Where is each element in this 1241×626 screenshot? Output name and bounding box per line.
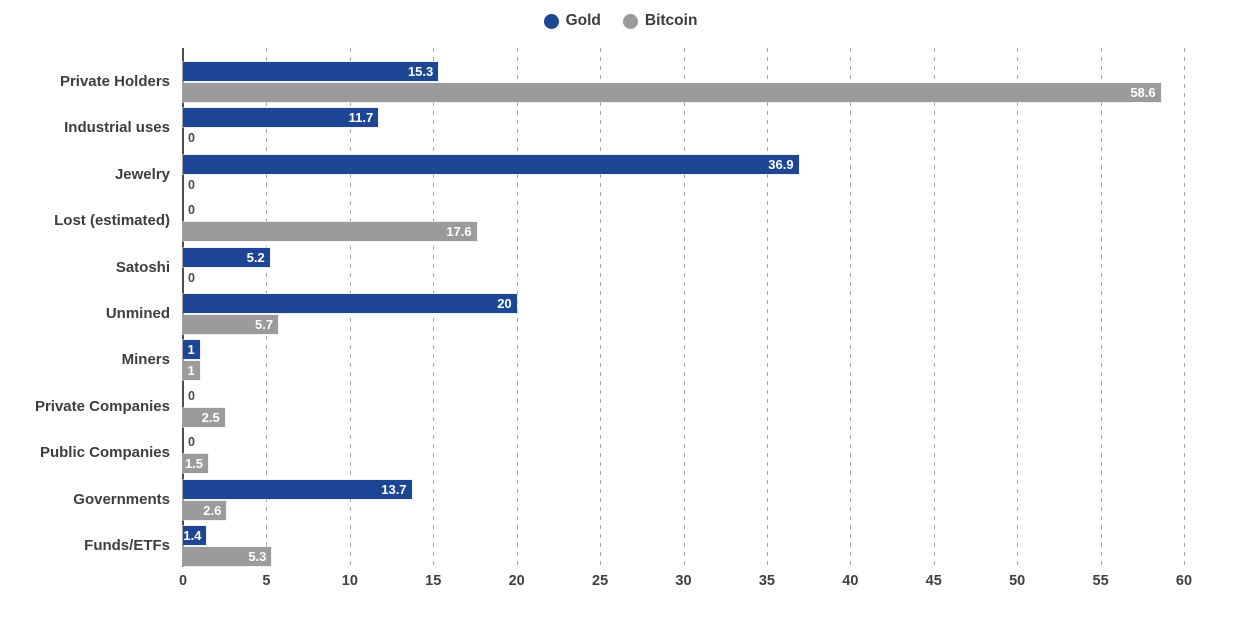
category-label: Jewelry bbox=[114, 165, 170, 183]
legend-item-bitcoin: Bitcoin bbox=[622, 12, 698, 30]
x-axis-tick-label: 45 bbox=[925, 573, 942, 589]
bar-value-label: 5.3 bbox=[248, 549, 267, 564]
bar-value-label: 1.4 bbox=[183, 528, 202, 543]
legend-item-gold: Gold bbox=[543, 12, 601, 30]
gridline bbox=[1100, 48, 1102, 567]
x-axis-tick-label: 5 bbox=[262, 573, 271, 589]
category-label: Private Companies bbox=[34, 397, 170, 415]
gridline bbox=[933, 48, 935, 567]
zero-value-label: 0 bbox=[188, 270, 195, 285]
bitcoin-bar: 1.5 bbox=[183, 454, 209, 474]
category-label: Satoshi bbox=[115, 258, 170, 276]
gridline bbox=[1184, 48, 1185, 567]
bar-value-label: 15.3 bbox=[407, 64, 434, 79]
bar-value-label: 17.6 bbox=[446, 224, 472, 240]
category-label: Governments bbox=[73, 490, 170, 508]
category-label: Industrial uses bbox=[64, 119, 170, 137]
bar-value-label: 36.9 bbox=[768, 156, 794, 172]
gold-series-dot-icon bbox=[543, 13, 559, 29]
x-axis-tick-label: 60 bbox=[1175, 573, 1193, 589]
zero-value-label: 0 bbox=[188, 435, 195, 450]
x-axis-tick-label: 35 bbox=[758, 573, 775, 589]
x-axis-tick-label: 55 bbox=[1092, 573, 1109, 589]
x-axis-tick-label: 20 bbox=[508, 573, 525, 589]
bar-value-label: 1 bbox=[187, 342, 195, 358]
legend-label-gold: Gold bbox=[565, 12, 601, 29]
bitcoin-bar: 1 bbox=[183, 361, 200, 381]
bitcoin-series-dot-icon bbox=[622, 13, 638, 29]
bar-value-label: 13.7 bbox=[381, 481, 407, 497]
bar-value-label: 1 bbox=[187, 363, 195, 379]
bar-value-label: 5.7 bbox=[255, 317, 274, 332]
gridline bbox=[850, 48, 852, 567]
gold-bar: 1.4 bbox=[183, 526, 207, 545]
x-axis-tick-label: 50 bbox=[1009, 573, 1026, 589]
bar-value-label: 5.2 bbox=[246, 249, 265, 265]
gold-bar: 13.7 bbox=[183, 479, 412, 499]
bitcoin-bar: 2.6 bbox=[183, 500, 227, 520]
category-label: Unmined bbox=[105, 305, 170, 322]
legend-label-bitcoin: Bitcoin bbox=[644, 12, 698, 29]
bar-value-label: 1.5 bbox=[184, 456, 204, 472]
gold-bar: 20 bbox=[183, 294, 517, 313]
bitcoin-bar: 5.7 bbox=[183, 315, 279, 334]
gold-bar: 15.3 bbox=[183, 62, 439, 81]
gold-bar: 5.2 bbox=[183, 247, 270, 267]
chart-legend: Gold Bitcoin bbox=[0, 12, 1241, 30]
gridline bbox=[683, 48, 685, 567]
category-label: Private Holders bbox=[59, 73, 170, 90]
category-label: Lost (estimated) bbox=[54, 212, 170, 230]
bitcoin-bar: 58.6 bbox=[183, 83, 1161, 102]
category-label: Miners bbox=[121, 351, 170, 369]
bar-value-label: 11.7 bbox=[348, 110, 374, 126]
bar-value-label: 2.5 bbox=[201, 409, 220, 425]
bitcoin-bar: 2.5 bbox=[183, 407, 225, 427]
bar-value-label: 2.6 bbox=[203, 502, 222, 518]
zero-value-label: 0 bbox=[188, 177, 195, 192]
category-label: Public Companies bbox=[39, 444, 170, 462]
category-label: Funds/ETFs bbox=[84, 537, 170, 554]
bitcoin-bar: 5.3 bbox=[183, 547, 272, 566]
gridline bbox=[1017, 48, 1019, 567]
zero-value-label: 0 bbox=[188, 203, 195, 218]
x-axis-tick-label: 0 bbox=[178, 573, 188, 589]
x-axis-tick-label: 25 bbox=[592, 573, 609, 589]
bar-value-label: 58.6 bbox=[1130, 85, 1156, 100]
gold-bar: 1 bbox=[183, 340, 200, 360]
gridline bbox=[516, 48, 518, 567]
bitcoin-bar: 17.6 bbox=[183, 222, 477, 242]
zero-value-label: 0 bbox=[188, 388, 195, 403]
x-axis-tick-label: 40 bbox=[842, 573, 859, 589]
x-axis-tick-label: 30 bbox=[675, 573, 692, 589]
gold-bar: 36.9 bbox=[183, 154, 799, 174]
bar-value-label: 20 bbox=[497, 296, 512, 311]
zero-value-label: 0 bbox=[188, 131, 195, 146]
x-axis-tick-label: 15 bbox=[425, 573, 442, 589]
x-axis-tick-label: 10 bbox=[341, 573, 358, 589]
gold-bar: 11.7 bbox=[183, 108, 379, 128]
gridline bbox=[600, 48, 602, 567]
gridline bbox=[766, 48, 768, 567]
